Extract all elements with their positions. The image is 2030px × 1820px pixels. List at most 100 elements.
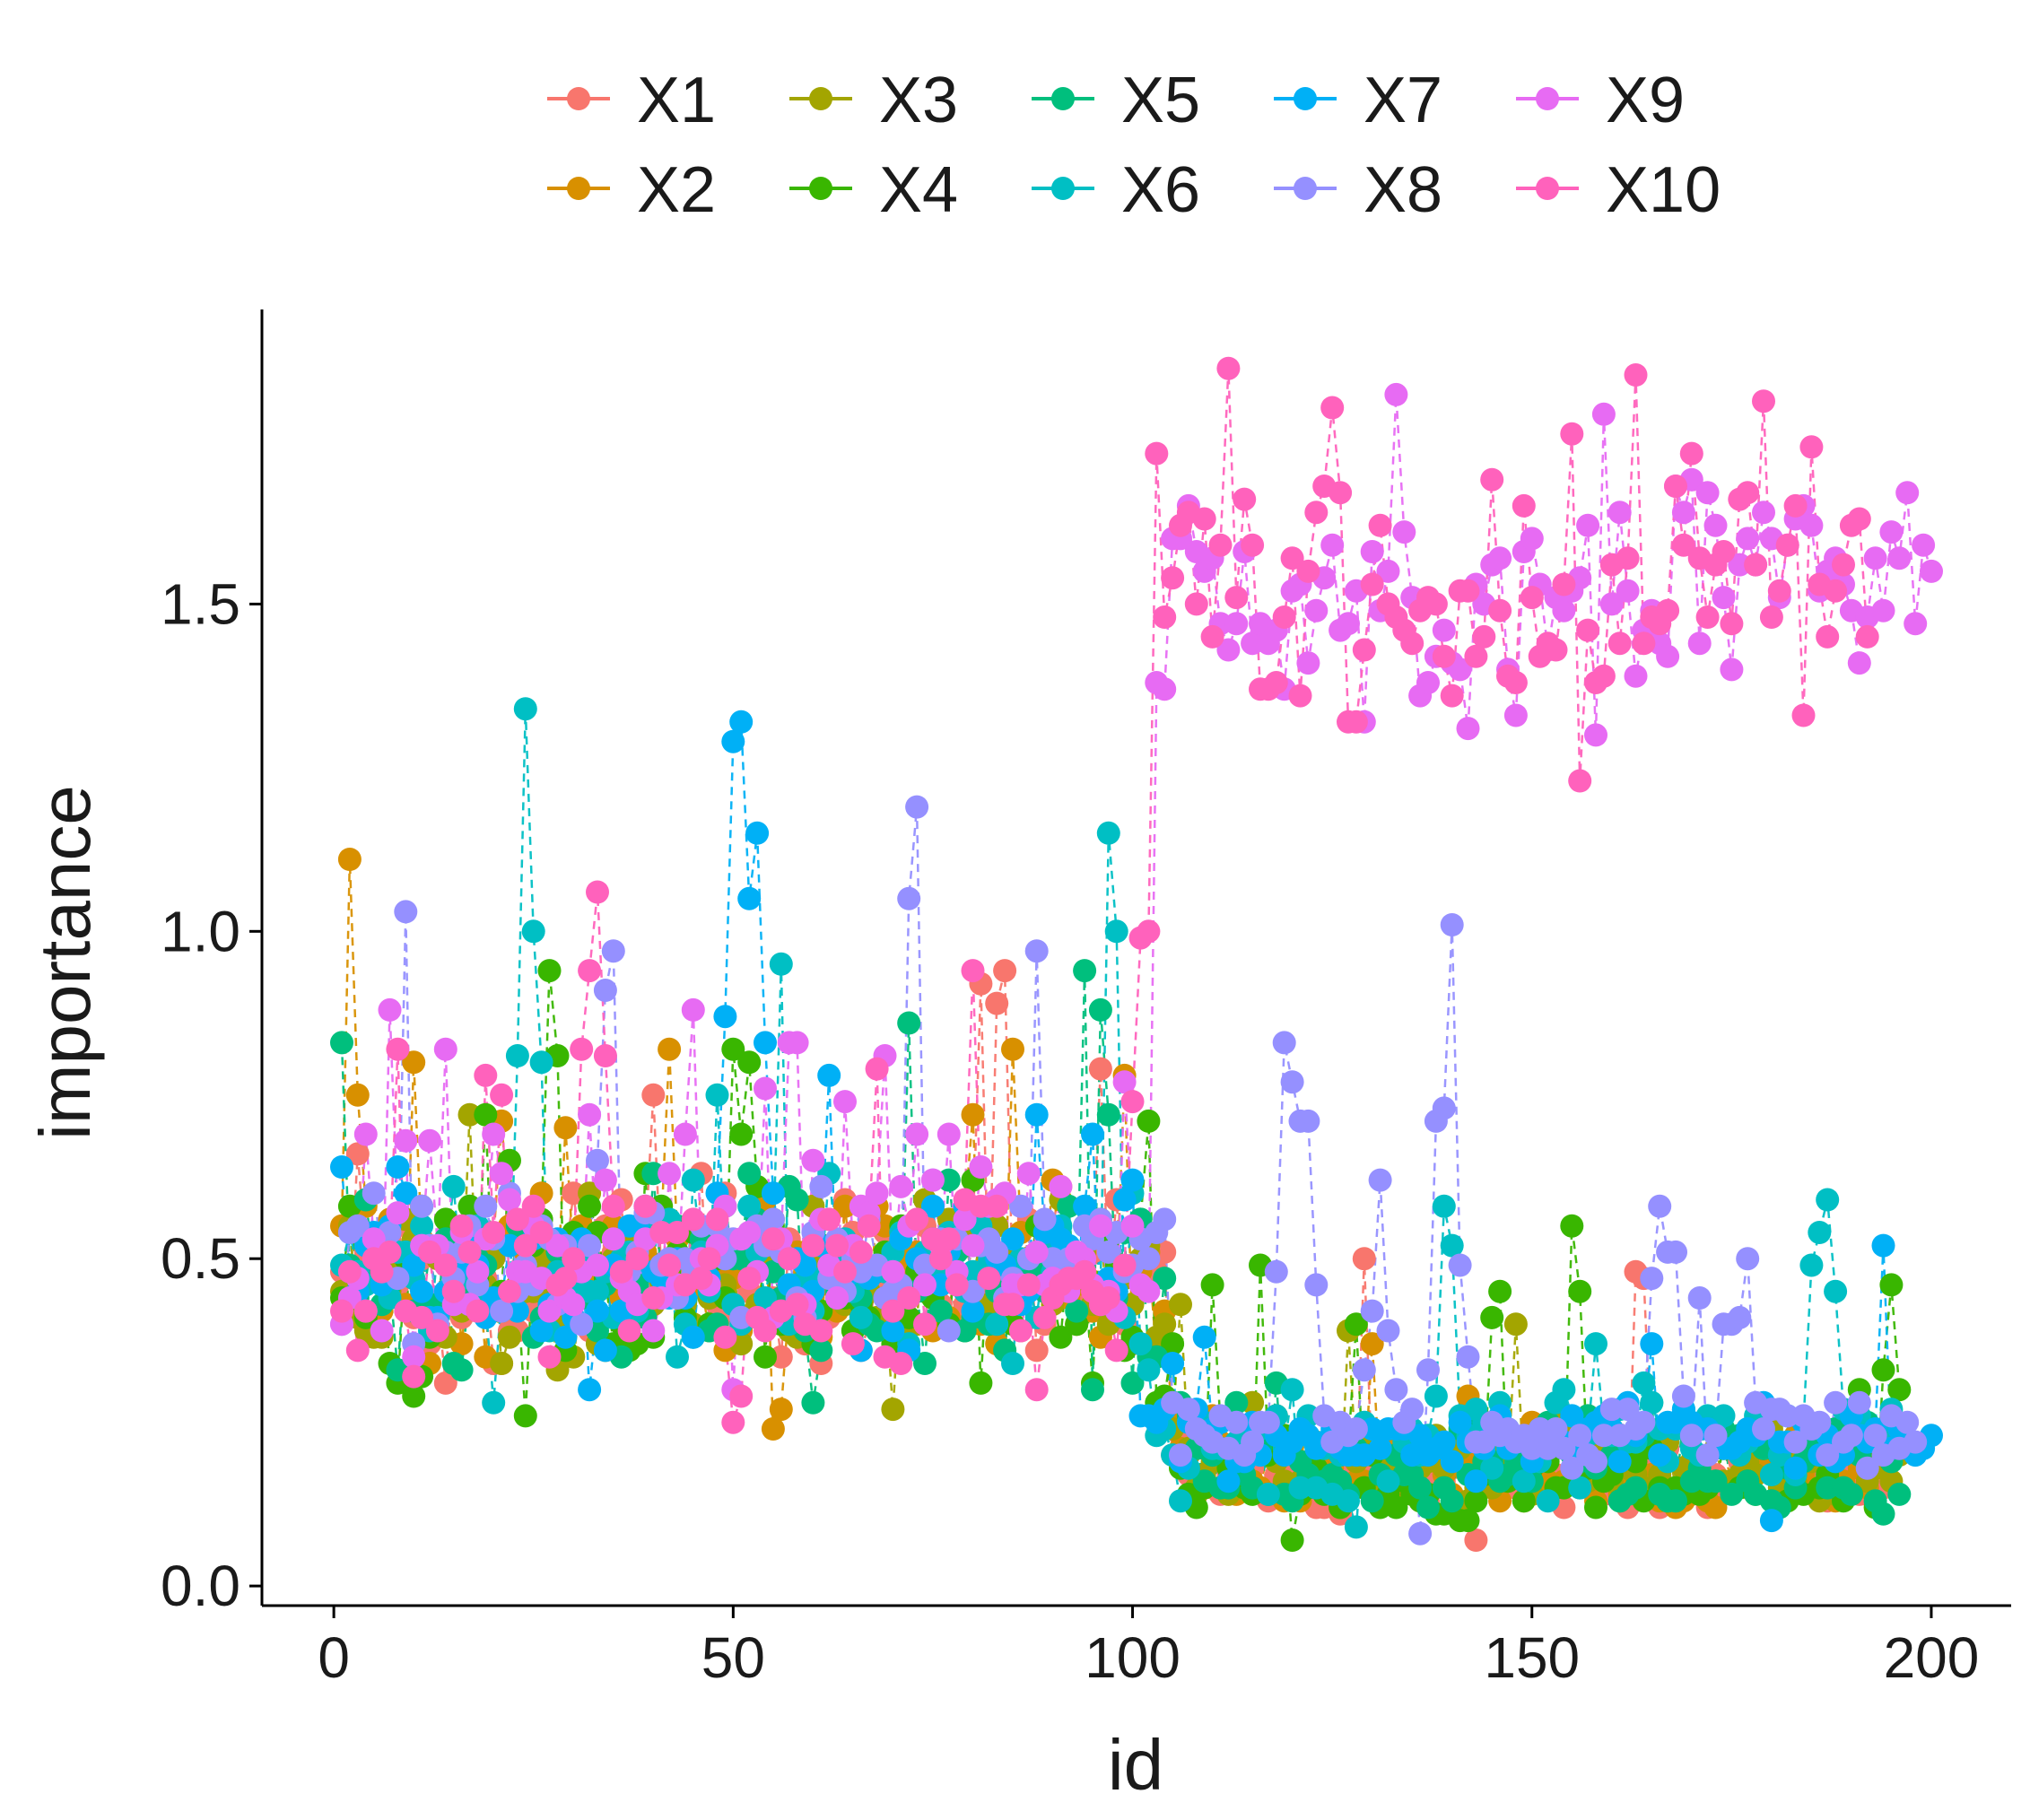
legend-item-x1: X1: [547, 65, 716, 136]
legend-label: X4: [879, 154, 958, 226]
point-x9-199: [1912, 533, 1936, 557]
x-axis-title: id: [1108, 1725, 1163, 1805]
point-x8-51: [729, 1305, 754, 1329]
point-x8-168: [1664, 1240, 1687, 1264]
point-x8-137: [1416, 1358, 1440, 1382]
point-x5-60: [801, 1390, 825, 1415]
point-x10-104: [1153, 605, 1177, 629]
point-x8-188: [1824, 1390, 1848, 1415]
y-tick-label-1: 0.5: [161, 1226, 240, 1291]
point-x4-81: [969, 1371, 993, 1395]
point-x10-170: [1679, 441, 1703, 466]
point-x5-137: [1416, 1495, 1440, 1520]
point-x5-1: [330, 1031, 353, 1055]
point-x4-163: [1624, 1450, 1648, 1474]
point-x10-168: [1664, 475, 1687, 498]
point-x10-82: [977, 1267, 1001, 1291]
point-x9-6: [370, 1319, 394, 1343]
point-x9-21: [490, 1162, 514, 1186]
point-x3-106: [1169, 1293, 1192, 1317]
point-x9-196: [1887, 546, 1912, 570]
point-x10-98: [1104, 1338, 1128, 1363]
point-x9-34: [593, 1168, 617, 1192]
point-x8-119: [1272, 1031, 1296, 1055]
point-x8-61: [809, 1174, 833, 1198]
point-x6-83: [985, 1312, 1009, 1337]
point-x6-101: [1128, 1332, 1153, 1356]
point-x8-120: [1280, 1070, 1304, 1094]
point-x7-53: [745, 821, 770, 845]
point-x10-20: [482, 1221, 506, 1244]
legend-item-x8: X8: [1274, 154, 1442, 226]
point-x9-142: [1456, 717, 1480, 741]
point-x5-97: [1096, 1102, 1120, 1127]
point-x6-20: [482, 1390, 506, 1415]
point-x8-170: [1679, 1424, 1703, 1448]
point-x10-187: [1816, 624, 1840, 649]
point-x10-22: [498, 1279, 521, 1303]
point-x10-148: [1503, 671, 1528, 694]
point-x10-42: [658, 1253, 682, 1277]
point-x3-70: [881, 1398, 905, 1422]
point-x5-77: [937, 1168, 961, 1192]
legend-label: X9: [1606, 65, 1685, 136]
point-x9-99: [1112, 1070, 1137, 1094]
point-x8-158: [1584, 1450, 1607, 1474]
point-x2-10: [402, 1050, 426, 1075]
point-x7-10: [402, 1253, 426, 1277]
point-x8-118: [1264, 1259, 1288, 1284]
point-x6-15: [441, 1174, 466, 1198]
point-x10-189: [1832, 553, 1855, 577]
point-x10-140: [1440, 684, 1464, 708]
point-x4-128: [1344, 1312, 1368, 1337]
point-x2-80: [961, 1102, 985, 1127]
point-x9-45: [681, 997, 705, 1022]
point-x2-42: [658, 1037, 682, 1061]
point-x10-26: [529, 1221, 553, 1244]
point-x8-172: [1695, 1443, 1720, 1467]
point-x8-115: [1241, 1430, 1265, 1454]
point-x10-175: [1720, 612, 1744, 636]
point-x7-8: [386, 1155, 410, 1179]
point-x9-35: [601, 1227, 625, 1251]
point-x10-113: [1224, 586, 1249, 610]
point-x10-99: [1112, 1253, 1137, 1277]
point-x10-123: [1304, 501, 1329, 525]
point-x10-183: [1783, 493, 1808, 518]
point-x9-74: [913, 1273, 937, 1297]
point-x9-163: [1624, 664, 1648, 688]
point-x8-182: [1775, 1404, 1799, 1428]
point-x6-154: [1552, 1378, 1576, 1402]
point-x10-27: [537, 1345, 562, 1369]
legend-label: X6: [1121, 154, 1200, 226]
point-x10-8: [386, 1037, 410, 1061]
legend-key-point: [1294, 177, 1317, 200]
point-x6-152: [1536, 1489, 1560, 1513]
point-x9-52: [737, 1221, 762, 1244]
legend-label: X10: [1606, 154, 1721, 226]
point-x9-102: [1137, 1279, 1161, 1303]
point-x10-57: [777, 1247, 801, 1271]
point-x10-31: [570, 1037, 594, 1061]
point-x5-190: [1839, 1482, 1863, 1506]
point-x5-196: [1887, 1482, 1912, 1506]
legend-label: X5: [1121, 65, 1200, 136]
point-x10-156: [1568, 769, 1592, 793]
point-x10-94: [1073, 1259, 1097, 1284]
point-x8-19: [474, 1194, 498, 1218]
point-x10-11: [410, 1305, 434, 1329]
legend-key-point: [567, 177, 590, 200]
point-x10-135: [1400, 631, 1424, 656]
point-x9-96: [1088, 1214, 1112, 1238]
point-x7-131: [1368, 1436, 1392, 1460]
point-x4-120: [1280, 1528, 1304, 1552]
point-x9-158: [1584, 723, 1607, 747]
point-x6-138: [1424, 1384, 1448, 1408]
legend-key-point: [1294, 87, 1317, 110]
point-x9-198: [1904, 612, 1928, 636]
point-x2-3: [345, 1083, 370, 1107]
point-x10-13: [425, 1319, 449, 1343]
point-x8-159: [1591, 1424, 1616, 1448]
point-x2-56: [769, 1398, 793, 1422]
point-x8-33: [586, 1148, 609, 1172]
